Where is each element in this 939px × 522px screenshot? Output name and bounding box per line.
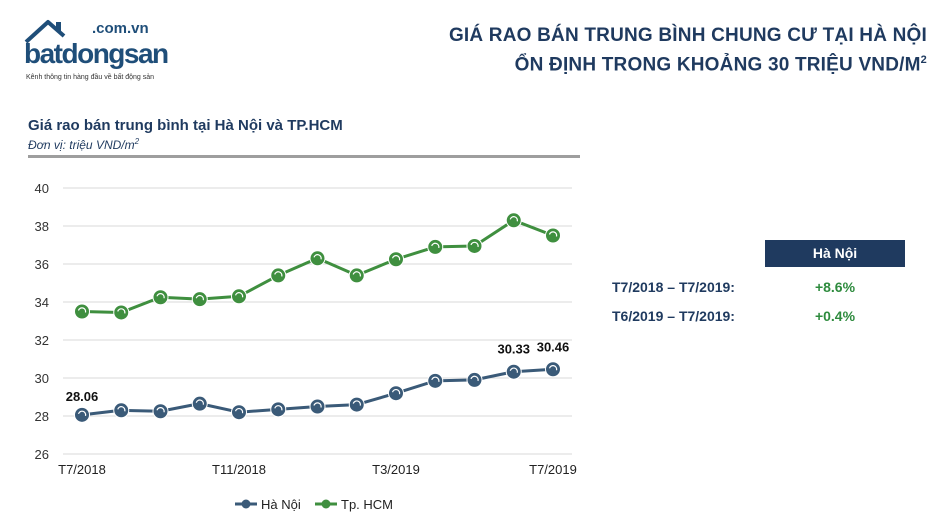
data-point-glyph <box>509 367 518 373</box>
data-point <box>113 304 130 321</box>
legend-label: Tp. HCM <box>341 497 393 512</box>
data-point <box>466 371 483 388</box>
data-point-glyph <box>234 407 244 414</box>
data-point <box>74 303 90 320</box>
data-point <box>309 250 326 267</box>
house-roof-icon <box>24 20 66 44</box>
data-point-glyph <box>195 399 204 405</box>
data-point-glyph <box>156 293 165 299</box>
data-point-glyph <box>156 407 165 413</box>
x-tick-label: T7/2018 <box>58 462 106 477</box>
data-point <box>270 267 287 284</box>
summary-row-label: T6/2019 – T7/2019: <box>612 308 735 324</box>
data-point <box>505 212 522 229</box>
x-tick-label: T3/2019 <box>372 462 420 477</box>
data-point-glyph <box>117 308 126 314</box>
y-tick-label: 26 <box>35 447 49 462</box>
page-title-line2-text: ỔN ĐỊNH TRONG KHOẢNG 30 TRIỆU VND/M <box>514 54 921 76</box>
data-point <box>388 385 404 402</box>
chart-title: Giá rao bán trung bình tại Hà Nội và TP.… <box>28 117 343 134</box>
data-point <box>309 398 326 415</box>
y-tick-label: 34 <box>35 295 49 310</box>
chart-unit: Đơn vị: triệu VND/m2 <box>28 137 139 152</box>
data-point-glyph <box>431 242 440 249</box>
data-label: 30.33 <box>497 342 530 357</box>
data-point-glyph <box>352 400 361 406</box>
x-tick-label: T7/2019 <box>529 462 577 477</box>
y-tick-label: 40 <box>35 181 49 196</box>
data-point <box>231 404 247 421</box>
data-point <box>191 395 208 412</box>
batdongsan-logo: .com.vn batdongsan Kênh thông tin hàng đ… <box>22 14 169 86</box>
summary-row-value: +0.4% <box>814 308 856 324</box>
data-point <box>466 237 483 254</box>
data-point-glyph <box>77 410 87 417</box>
data-point <box>270 401 287 418</box>
data-point <box>545 227 561 244</box>
summary-table-header: Hà Nội <box>765 240 905 267</box>
data-point <box>191 291 208 308</box>
page-title-line2: ỔN ĐỊNH TRONG KHOẢNG 30 TRIỆU VND/M2 <box>449 48 927 77</box>
legend-swatch-marker <box>321 499 331 509</box>
data-point-glyph <box>470 375 479 382</box>
data-point <box>113 402 130 419</box>
data-point-glyph <box>391 255 401 261</box>
data-point-glyph <box>313 254 322 260</box>
data-point-glyph <box>470 241 479 248</box>
data-point-glyph <box>234 292 244 298</box>
data-point <box>427 238 444 255</box>
data-point-glyph <box>195 294 204 301</box>
summary-row-value: +8.6% <box>814 279 856 295</box>
y-tick-label: 32 <box>35 333 49 348</box>
y-tick-label: 36 <box>35 257 49 272</box>
data-point <box>545 361 561 378</box>
data-label: 30.46 <box>537 339 570 354</box>
data-point-glyph <box>117 406 126 412</box>
data-point <box>231 288 247 305</box>
data-point-glyph <box>274 405 283 411</box>
data-point-glyph <box>509 216 518 222</box>
data-point <box>152 289 169 306</box>
data-point-glyph <box>431 376 440 383</box>
data-point <box>348 267 365 284</box>
logo-domain-suffix: .com.vn <box>92 20 149 37</box>
title-divider <box>28 155 580 158</box>
line-chart: 26 28 30 32 34 36 38 40 T7/2018 T11/2018 T3/2019 T7… <box>35 181 577 512</box>
legend-swatch-marker <box>241 499 251 509</box>
summary-row-label: T7/2018 – T7/2019: <box>612 279 735 295</box>
data-point <box>152 403 169 420</box>
data-point-glyph <box>548 231 558 237</box>
page-title-line1: GIÁ RAO BÁN TRUNG BÌNH CHUNG CƯ TẠI HÀ N… <box>448 25 927 46</box>
data-point-glyph <box>77 307 87 313</box>
data-point-glyph <box>548 365 558 371</box>
chart-unit-text: Đơn vị: triệu VND/m <box>28 138 135 152</box>
page-title: GIÁ RAO BÁN TRUNG BÌNH CHUNG CƯ TẠI HÀ N… <box>449 24 927 77</box>
y-tick-label: 38 <box>35 219 49 234</box>
logo-brand-name: batdongsan <box>24 38 169 69</box>
data-point <box>388 251 404 268</box>
data-point-glyph <box>391 388 401 395</box>
x-tick-label: T11/2018 <box>212 462 266 477</box>
data-point-glyph <box>313 402 322 408</box>
data-point <box>505 363 522 380</box>
y-tick-label: 30 <box>35 371 49 386</box>
data-point <box>348 396 365 413</box>
data-point-glyph <box>352 271 361 277</box>
data-label: 28.06 <box>66 389 99 404</box>
data-point <box>74 406 90 423</box>
data-point-glyph <box>274 271 283 277</box>
data-point <box>427 372 444 389</box>
chart-unit-sup: 2 <box>134 137 140 146</box>
y-tick-label: 28 <box>35 409 49 424</box>
page-title-line2-sup: 2 <box>920 54 927 66</box>
logo-tagline: Kênh thông tin hàng đầu về bất động sản <box>26 74 155 81</box>
legend-label: Hà Nội <box>261 497 301 512</box>
